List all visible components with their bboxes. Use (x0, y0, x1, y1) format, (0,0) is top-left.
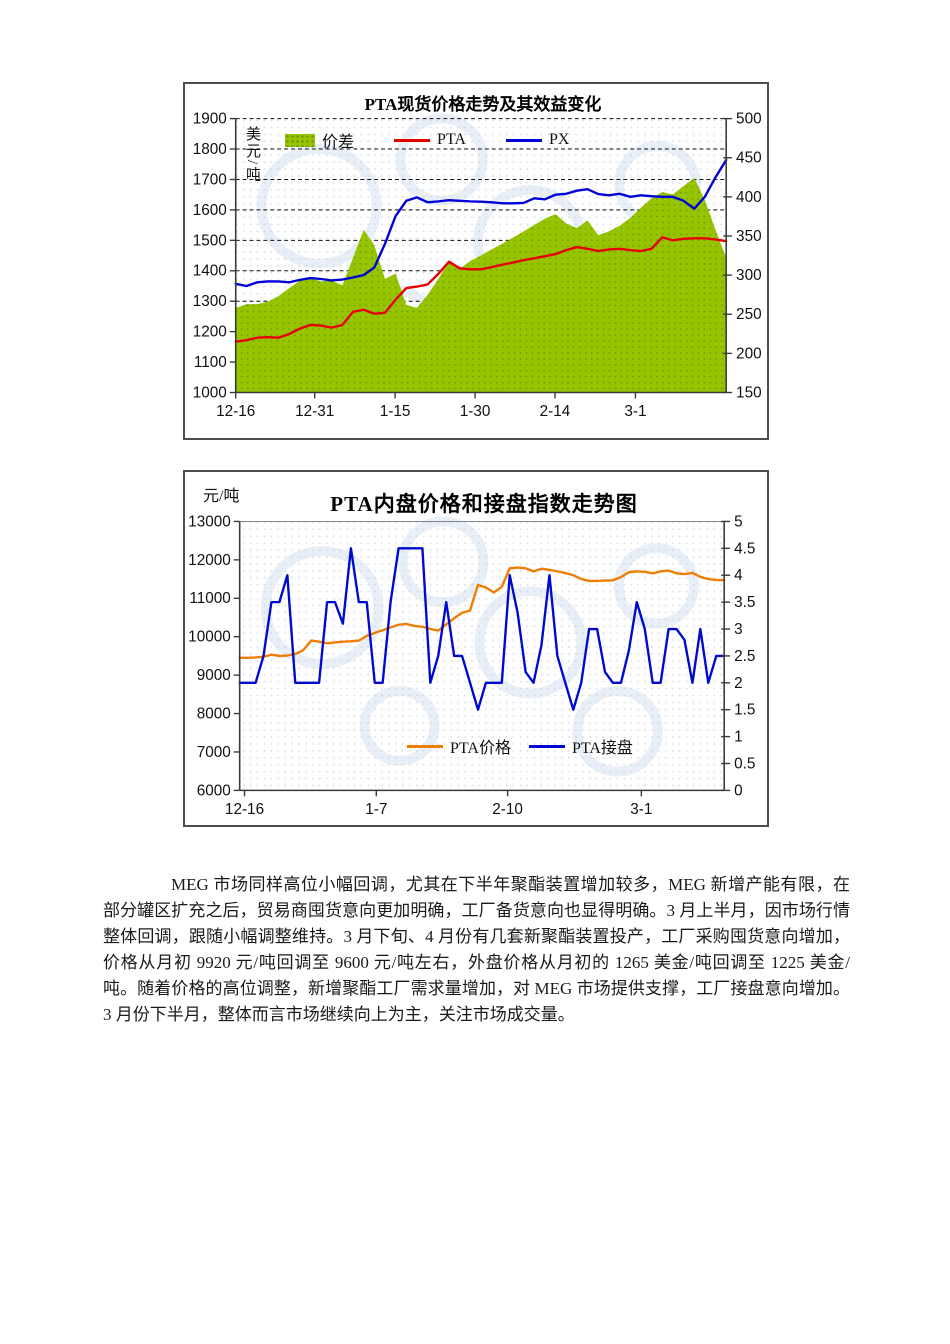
svg-text:150: 150 (736, 384, 762, 401)
svg-text:12000: 12000 (188, 552, 231, 569)
svg-text:1900: 1900 (193, 111, 227, 128)
svg-text:250: 250 (736, 306, 762, 323)
svg-text:11000: 11000 (189, 590, 230, 607)
legend: 价差 PTA PX (285, 128, 569, 152)
svg-text:2-10: 2-10 (492, 801, 523, 818)
svg-text:500: 500 (736, 111, 762, 128)
svg-text:2.5: 2.5 (734, 648, 755, 665)
svg-text:0.5: 0.5 (734, 755, 755, 772)
svg-text:1200: 1200 (193, 324, 227, 341)
svg-text:1000: 1000 (193, 384, 227, 401)
area-swatch-icon (285, 133, 315, 147)
svg-text:1800: 1800 (193, 141, 227, 158)
svg-text:3-1: 3-1 (624, 403, 646, 420)
svg-text:9000: 9000 (197, 667, 231, 684)
svg-text:1600: 1600 (193, 202, 227, 219)
svg-text:7000: 7000 (197, 744, 231, 761)
legend-item-px: PX (505, 131, 570, 149)
svg-text:2-14: 2-14 (540, 403, 571, 420)
svg-text:4: 4 (734, 567, 743, 584)
legend-item-pta-accept: PTA接盘 (528, 734, 633, 758)
svg-text:4.5: 4.5 (734, 540, 755, 557)
chart-title: PTA现货价格走势及其效益变化 (364, 95, 602, 114)
svg-text:12-31: 12-31 (295, 403, 334, 420)
svg-text:1-15: 1-15 (380, 403, 411, 420)
svg-text:3.5: 3.5 (734, 594, 755, 611)
line-swatch-icon (528, 744, 565, 748)
legend-item-pta: PTA (394, 131, 466, 149)
svg-text:1-7: 1-7 (365, 801, 387, 818)
svg-text:450: 450 (736, 150, 762, 167)
chart-canvas-pta-spot: 1900 1800 1700 1600 1500 1400 1300 1200 1100 1000… (193, 111, 762, 421)
pta-spot-price-chart: 1900 1800 1700 1600 1500 1400 1300 1200 1100 1000… (183, 82, 769, 440)
svg-text:1300: 1300 (193, 293, 227, 310)
svg-text:5: 5 (734, 513, 743, 530)
svg-text:2: 2 (734, 675, 743, 692)
svg-text:400: 400 (736, 189, 762, 206)
svg-text:1.5: 1.5 (734, 702, 755, 719)
legend-label-pta-accept: PTA接盘 (571, 740, 633, 757)
svg-text:6000: 6000 (197, 782, 231, 799)
svg-text:1100: 1100 (194, 354, 227, 371)
pta-domestic-price-chart: 13000 12000 11000 10000 9000 8000 7000 6000 5 4.5… (183, 470, 769, 827)
legend-label-pta-price: PTA价格 (450, 740, 511, 757)
svg-text:350: 350 (736, 228, 762, 245)
legend-item-spread: 价差 (285, 128, 354, 152)
svg-text:1700: 1700 (193, 171, 227, 188)
svg-text:1-30: 1-30 (460, 403, 491, 420)
legend-label-pta: PTA (437, 131, 466, 148)
y-axis-unit-label: 元/吨 (203, 488, 240, 505)
svg-text:1400: 1400 (193, 263, 227, 280)
svg-text:3-1: 3-1 (630, 801, 652, 818)
svg-text:12-16: 12-16 (216, 403, 255, 420)
chart-canvas-pta-domestic: 13000 12000 11000 10000 9000 8000 7000 6000 5 4.5… (188, 513, 755, 818)
legend-label-spread: 价差 (322, 134, 355, 151)
legend: PTA价格 PTA接盘 (407, 734, 651, 758)
meg-market-paragraph: MEG 市场同样高位小幅回调，尤其在下半年聚酯装置增加较多，MEG 新增产能有限… (103, 875, 850, 1024)
svg-text:8000: 8000 (197, 705, 231, 722)
line-swatch-icon (407, 744, 443, 748)
svg-text:200: 200 (736, 345, 762, 362)
legend-item-pta-price: PTA价格 (407, 734, 511, 758)
y-axis-unit-label: 美元/吨 (244, 126, 260, 184)
legend-label-px: PX (548, 131, 570, 148)
svg-text:12-16: 12-16 (225, 801, 264, 818)
svg-text:13000: 13000 (188, 513, 231, 530)
svg-text:3: 3 (734, 621, 743, 638)
svg-text:0: 0 (734, 782, 743, 799)
chart-title: PTA内盘价格和接盘指数走势图 (330, 492, 638, 516)
line-swatch-icon (394, 138, 431, 142)
svg-text:1: 1 (734, 729, 743, 746)
svg-text:10000: 10000 (188, 629, 231, 646)
line-swatch-icon (505, 138, 542, 142)
svg-text:1500: 1500 (193, 232, 227, 249)
svg-text:300: 300 (736, 267, 762, 284)
